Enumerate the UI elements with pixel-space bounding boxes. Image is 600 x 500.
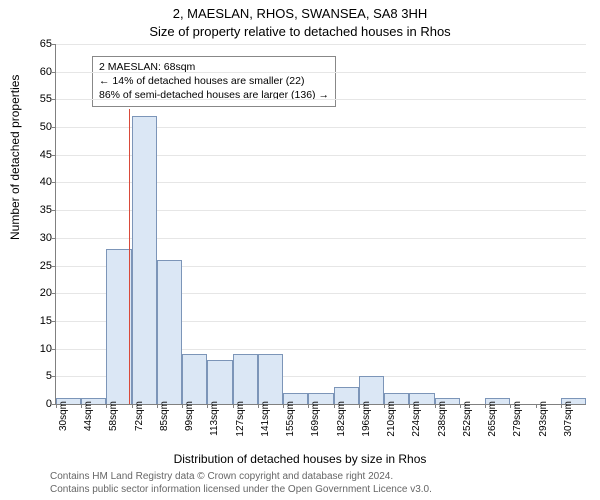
gridline [56,44,586,45]
x-tick-label: 293sqm [538,401,549,437]
y-tick-label: 15 [24,315,52,327]
x-tick-mark [561,404,562,408]
x-tick-label: 141sqm [260,401,271,437]
y-tick-mark [52,293,56,294]
gridline [56,99,586,100]
annotation-line2: ← 14% of detached houses are smaller (22… [99,74,329,88]
y-tick-label: 55 [24,93,52,105]
y-tick-label: 60 [24,66,52,78]
x-tick-label: 279sqm [512,401,523,437]
x-tick-label: 210sqm [386,401,397,437]
y-tick-mark [52,376,56,377]
y-tick-label: 25 [24,260,52,272]
x-tick-label: 224sqm [411,401,422,437]
y-tick-label: 65 [24,38,52,50]
histogram-bar [258,354,283,404]
property-marker-line [129,109,130,404]
x-tick-mark [334,404,335,408]
x-tick-mark [233,404,234,408]
x-tick-label: 169sqm [310,401,321,437]
y-tick-mark [52,210,56,211]
x-tick-label: 182sqm [336,401,347,437]
x-tick-mark [359,404,360,408]
x-tick-label: 58sqm [108,401,119,431]
chart-container: 2, MAESLAN, RHOS, SWANSEA, SA8 3HH Size … [0,0,600,500]
y-tick-label: 50 [24,121,52,133]
x-tick-label: 44sqm [83,401,94,431]
y-tick-mark [52,127,56,128]
y-tick-mark [52,349,56,350]
histogram-bar [132,116,157,404]
x-tick-label: 30sqm [58,401,69,431]
y-tick-label: 45 [24,149,52,161]
x-axis-label: Distribution of detached houses by size … [0,452,600,466]
x-tick-mark [258,404,259,408]
histogram-bar [359,376,384,404]
gridline [56,72,586,73]
x-tick-mark [460,404,461,408]
x-tick-label: 238sqm [437,401,448,437]
chart-title-line2: Size of property relative to detached ho… [0,24,600,39]
x-tick-label: 196sqm [361,401,372,437]
footer-line2: Contains public sector information licen… [50,484,432,497]
x-tick-mark [536,404,537,408]
y-tick-label: 40 [24,176,52,188]
x-tick-label: 113sqm [209,401,220,436]
histogram-bar [207,360,232,404]
y-tick-mark [52,155,56,156]
annotation-line3: 86% of semi-detached houses are larger (… [99,88,329,102]
y-axis-label: Number of detached properties [8,75,22,240]
x-tick-label: 155sqm [285,401,296,437]
x-tick-mark [485,404,486,408]
x-tick-mark [132,404,133,408]
x-tick-mark [435,404,436,408]
x-tick-mark [56,404,57,408]
x-tick-label: 265sqm [487,401,498,437]
y-tick-label: 35 [24,204,52,216]
y-tick-mark [52,182,56,183]
y-tick-label: 0 [24,398,52,410]
footer-attribution: Contains HM Land Registry data © Crown c… [50,471,432,496]
x-tick-label: 307sqm [563,401,574,437]
x-tick-label: 127sqm [235,401,246,437]
histogram-bar [182,354,207,404]
y-tick-mark [52,321,56,322]
y-tick-mark [52,72,56,73]
x-tick-label: 252sqm [462,401,473,437]
y-tick-label: 5 [24,370,52,382]
histogram-bar [233,354,258,404]
x-tick-mark [157,404,158,408]
y-tick-mark [52,266,56,267]
y-tick-mark [52,44,56,45]
x-tick-label: 85sqm [159,401,170,431]
histogram-bar [157,260,182,404]
y-tick-label: 10 [24,343,52,355]
y-tick-label: 30 [24,232,52,244]
plot-area: 2 MAESLAN: 68sqm ← 14% of detached house… [55,44,586,405]
x-tick-label: 99sqm [184,401,195,431]
x-tick-mark [283,404,284,408]
x-tick-label: 72sqm [134,401,145,431]
y-tick-label: 20 [24,287,52,299]
y-tick-mark [52,99,56,100]
x-tick-mark [384,404,385,408]
chart-title-line1: 2, MAESLAN, RHOS, SWANSEA, SA8 3HH [0,6,600,21]
histogram-bar [106,249,131,404]
footer-line1: Contains HM Land Registry data © Crown c… [50,471,432,484]
y-tick-mark [52,238,56,239]
